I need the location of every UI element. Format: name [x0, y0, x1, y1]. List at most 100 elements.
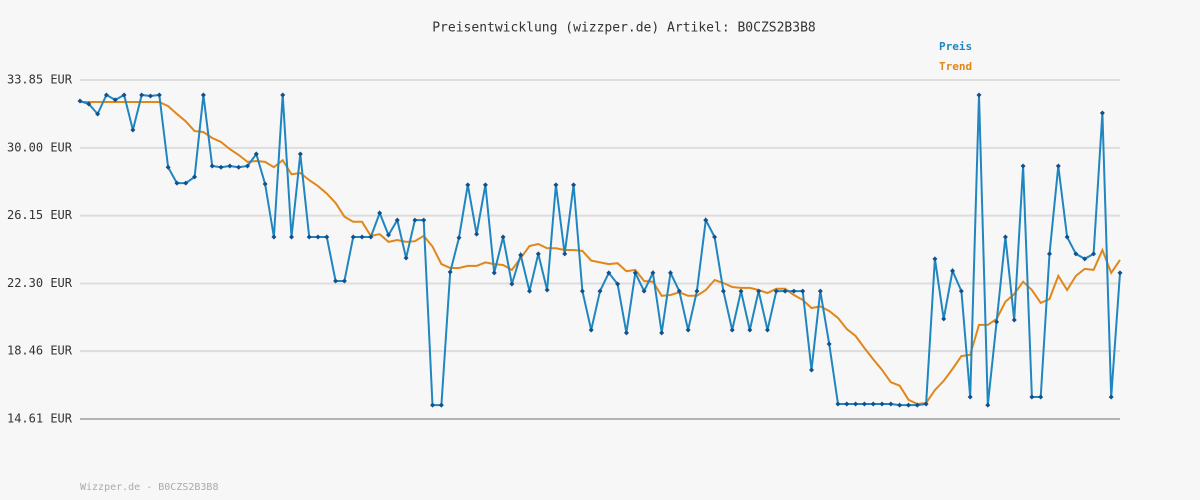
point: [800, 288, 806, 294]
point: [888, 401, 894, 407]
point: [1091, 251, 1097, 257]
point: [703, 217, 709, 223]
point: [518, 252, 524, 258]
point: [244, 163, 250, 169]
point: [139, 92, 145, 98]
point: [253, 151, 259, 157]
point: [668, 270, 674, 276]
legend-entry: Preis: [939, 40, 972, 53]
point: [474, 231, 480, 237]
point: [482, 182, 488, 188]
point: [359, 234, 365, 240]
point: [403, 255, 409, 261]
point: [209, 163, 215, 169]
y-tick-label: 18.46 EUR: [7, 344, 73, 358]
point: [905, 402, 911, 408]
point: [606, 270, 612, 276]
point: [729, 327, 735, 333]
point: [950, 268, 956, 274]
point: [967, 394, 973, 400]
point: [1064, 234, 1070, 240]
point: [791, 288, 797, 294]
point: [526, 288, 532, 294]
point: [976, 92, 982, 98]
line-trend: [80, 101, 1121, 406]
y-tick-label: 30.00 EUR: [7, 140, 73, 154]
point: [103, 92, 109, 98]
point: [183, 180, 189, 186]
point: [1108, 394, 1114, 400]
point: [597, 288, 603, 294]
point: [86, 101, 92, 107]
point: [421, 217, 427, 223]
point: [571, 182, 577, 188]
point: [430, 402, 436, 408]
point: [394, 217, 400, 223]
point: [500, 234, 506, 240]
point: [659, 330, 665, 336]
point: [385, 232, 391, 238]
point: [1002, 234, 1008, 240]
point: [236, 164, 242, 170]
point: [1082, 256, 1088, 262]
point: [615, 281, 621, 287]
point: [932, 256, 938, 262]
point: [297, 151, 303, 157]
point: [324, 234, 330, 240]
point: [271, 234, 277, 240]
point: [148, 93, 154, 99]
point: [747, 327, 753, 333]
y-tick-label: 14.61 EUR: [7, 412, 73, 426]
point: [200, 92, 206, 98]
y-tick-label: 33.85 EUR: [7, 73, 73, 87]
point: [897, 402, 903, 408]
point: [1099, 110, 1105, 116]
y-tick-label: 22.30 EUR: [7, 276, 73, 290]
point: [77, 98, 83, 104]
point: [1020, 163, 1026, 169]
point: [685, 327, 691, 333]
point: [756, 288, 762, 294]
chart-title: Preisentwicklung (wizzper.de) Artikel: B…: [432, 21, 816, 36]
point: [95, 111, 101, 117]
point: [509, 281, 515, 287]
point: [623, 330, 629, 336]
footer: Wizzper.de - B0CZS2B3B8: [80, 482, 218, 493]
point: [315, 234, 321, 240]
point: [676, 288, 682, 294]
y-tick-label: 26.15 EUR: [7, 208, 73, 222]
point: [1117, 270, 1123, 276]
point: [218, 164, 224, 170]
point: [782, 288, 788, 294]
point: [738, 288, 744, 294]
point: [412, 217, 418, 223]
point: [553, 182, 559, 188]
point: [809, 367, 815, 373]
plot-area: [80, 80, 1120, 419]
point: [826, 341, 832, 347]
point: [579, 288, 585, 294]
point: [994, 319, 1000, 325]
point: [853, 401, 859, 407]
point: [632, 270, 638, 276]
point: [1038, 394, 1044, 400]
point: [165, 164, 171, 170]
point: [491, 270, 497, 276]
point: [958, 288, 964, 294]
point: [333, 278, 339, 284]
point: [535, 251, 541, 257]
legend-entry: Trend: [939, 60, 972, 73]
point: [914, 402, 920, 408]
point: [192, 174, 198, 180]
point: [588, 327, 594, 333]
point: [121, 92, 127, 98]
point: [130, 127, 136, 133]
point: [156, 92, 162, 98]
point: [1046, 251, 1052, 257]
point: [712, 234, 718, 240]
point: [456, 235, 462, 241]
point: [844, 401, 850, 407]
point: [112, 97, 118, 103]
point: [262, 181, 268, 187]
